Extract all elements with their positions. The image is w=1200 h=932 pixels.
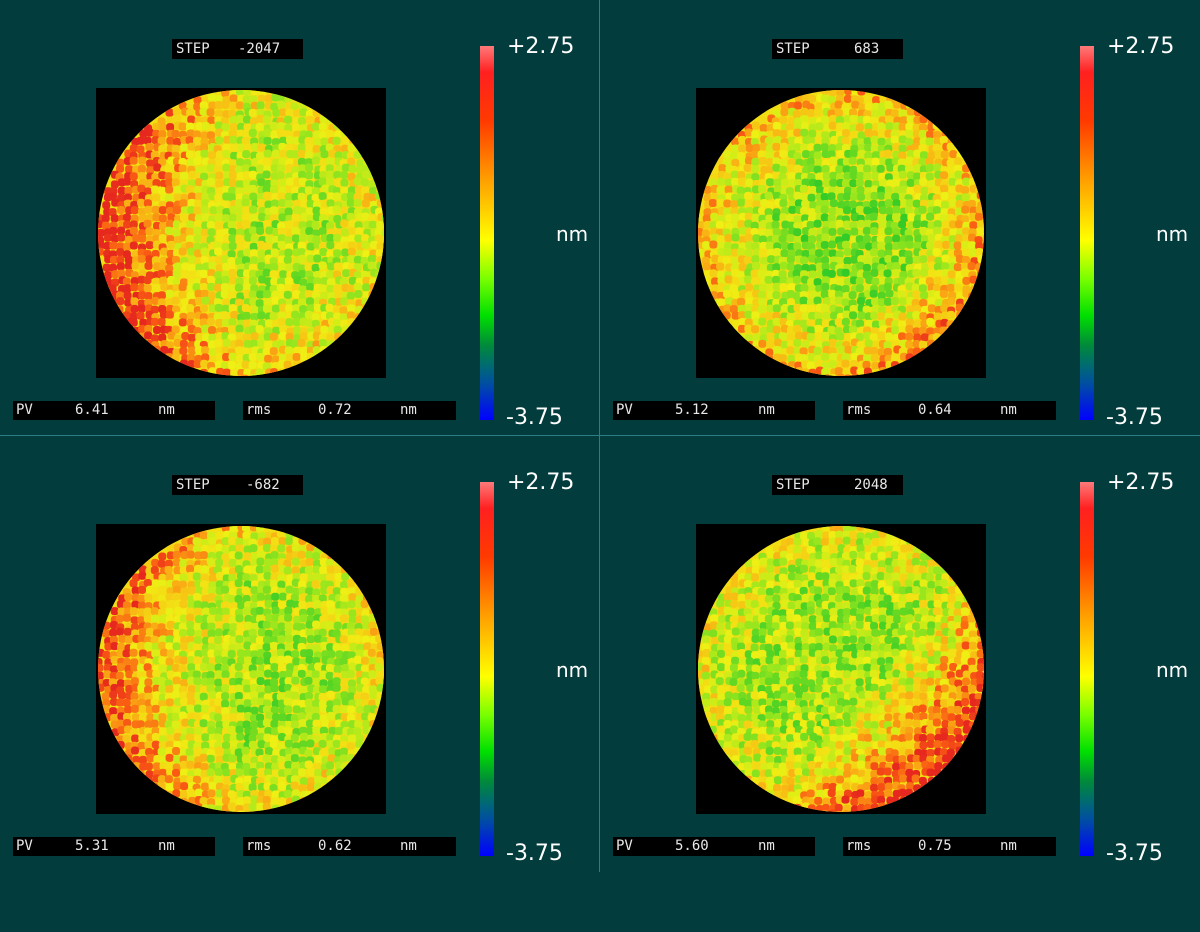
surface-map[interactable] <box>696 524 986 814</box>
colorbar-min: -3.75 <box>1106 841 1163 866</box>
pv-readout: PV 5.12 nm <box>613 401 815 420</box>
rms-value: 0.62 <box>318 837 352 856</box>
step-value: -2047 <box>238 41 280 57</box>
step-caption: STEP <box>776 475 838 495</box>
step-value: 2048 <box>838 477 888 493</box>
phase-map-circle-icon <box>696 524 986 814</box>
pv-unit: nm <box>158 401 175 420</box>
step-value: 683 <box>838 41 879 57</box>
step-label: STEP-682 <box>172 475 303 495</box>
rms-unit: nm <box>1000 837 1017 856</box>
surface-map[interactable] <box>696 88 986 378</box>
pv-unit: nm <box>758 837 775 856</box>
phase-map-circle-icon <box>96 524 386 814</box>
colorbar-unit: nm <box>1156 658 1188 682</box>
pv-value: 5.31 <box>75 837 109 856</box>
pv-value: 5.60 <box>675 837 709 856</box>
rms-label: rms <box>246 401 271 420</box>
colorbar <box>1080 482 1094 856</box>
rms-unit: nm <box>400 401 417 420</box>
pv-label: PV <box>16 837 33 856</box>
colorbar-max: +2.75 <box>507 34 574 59</box>
panel-divider-vertical <box>599 0 600 872</box>
surface-speckle <box>96 88 386 378</box>
colorbar-max: +2.75 <box>1107 34 1174 59</box>
pv-value: 5.12 <box>675 401 709 420</box>
step-caption: STEP <box>176 39 238 59</box>
rms-label: rms <box>846 837 871 856</box>
step-caption: STEP <box>176 475 238 495</box>
rms-value: 0.75 <box>918 837 952 856</box>
pv-label: PV <box>616 837 633 856</box>
rms-readout: rms 0.64 nm <box>843 401 1056 420</box>
panel-divider-horizontal <box>0 435 1200 436</box>
colorbar-min: -3.75 <box>1106 405 1163 430</box>
phase-map-circle-icon <box>96 88 386 378</box>
colorbar-min: -3.75 <box>506 841 563 866</box>
surface-map[interactable] <box>96 88 386 378</box>
pv-readout: PV 6.41 nm <box>13 401 215 420</box>
step-value: -682 <box>238 477 280 493</box>
step-label: STEP-2047 <box>172 39 303 59</box>
pv-readout: PV 5.60 nm <box>613 837 815 856</box>
step-caption: STEP <box>776 39 838 59</box>
colorbar-unit: nm <box>556 658 588 682</box>
rms-unit: nm <box>400 837 417 856</box>
rms-value: 0.64 <box>918 401 952 420</box>
colorbar <box>1080 46 1094 420</box>
rms-label: rms <box>246 837 271 856</box>
colorbar-unit: nm <box>556 222 588 246</box>
rms-readout: rms 0.62 nm <box>243 837 456 856</box>
colorbar <box>480 482 494 856</box>
surface-speckle <box>96 524 386 814</box>
pv-value: 6.41 <box>75 401 109 420</box>
phase-map-circle-icon <box>696 88 986 378</box>
rms-readout: rms 0.75 nm <box>843 837 1056 856</box>
measurement-panel: STEP-2047 +2.75 nm -3.75 PV 6.41 nm rms … <box>0 0 600 436</box>
rms-label: rms <box>846 401 871 420</box>
measurement-panel: STEP-682 +2.75 nm -3.75 PV 5.31 nm rms 0… <box>0 436 600 872</box>
colorbar-max: +2.75 <box>507 470 574 495</box>
pv-unit: nm <box>758 401 775 420</box>
rms-unit: nm <box>1000 401 1017 420</box>
surface-speckle <box>696 524 986 814</box>
rms-readout: rms 0.72 nm <box>243 401 456 420</box>
pv-label: PV <box>16 401 33 420</box>
rms-value: 0.72 <box>318 401 352 420</box>
colorbar-min: -3.75 <box>506 405 563 430</box>
pv-unit: nm <box>158 837 175 856</box>
pv-label: PV <box>616 401 633 420</box>
colorbar-unit: nm <box>1156 222 1188 246</box>
surface-map[interactable] <box>96 524 386 814</box>
phase-map-grid: STEP-2047 +2.75 nm -3.75 PV 6.41 nm rms … <box>0 0 1200 872</box>
colorbar-max: +2.75 <box>1107 470 1174 495</box>
colorbar <box>480 46 494 420</box>
pv-readout: PV 5.31 nm <box>13 837 215 856</box>
